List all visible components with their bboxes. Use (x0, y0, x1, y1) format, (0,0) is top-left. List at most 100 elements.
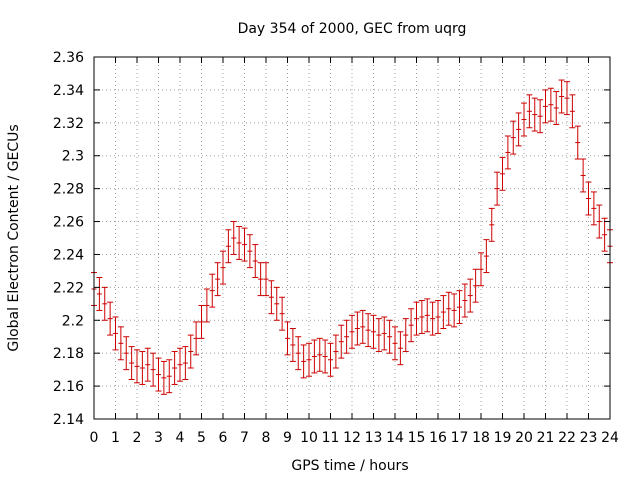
data-point (327, 342, 334, 377)
x-tick-label: 10 (300, 430, 318, 446)
x-tick-label: 9 (283, 430, 292, 446)
data-point (101, 286, 108, 321)
x-tick-label: 8 (262, 430, 271, 446)
y-tick-label: 2.14 (53, 412, 84, 428)
y-tick-label: 2.16 (53, 379, 84, 395)
data-point (467, 278, 474, 313)
x-tick-label: 0 (90, 430, 99, 446)
data-point (349, 314, 355, 349)
data-point (510, 120, 517, 155)
data-point (289, 328, 296, 362)
data-point (155, 357, 162, 392)
data-point (134, 349, 140, 384)
data-point (257, 262, 264, 297)
data-point (117, 326, 124, 361)
x-tick-label: 17 (451, 430, 469, 446)
data-point (144, 347, 151, 382)
data-point (203, 288, 210, 323)
data-point (214, 262, 221, 297)
data-point (504, 135, 511, 170)
data-point (472, 268, 479, 303)
data-point (537, 99, 544, 134)
y-tick-label: 2.18 (53, 346, 84, 362)
x-tick-label: 13 (365, 430, 383, 446)
data-point (521, 102, 527, 137)
data-point (193, 321, 200, 356)
data-point (187, 334, 194, 369)
x-tick-label: 16 (429, 430, 447, 446)
data-point (456, 290, 463, 325)
data-point (306, 342, 312, 377)
data-point (542, 89, 549, 124)
data-point (370, 314, 377, 349)
data-point (499, 156, 506, 191)
data-point (451, 293, 458, 328)
x-tick-label: 4 (176, 430, 185, 446)
y-axis-label: Global Electron Content / GECUs (6, 124, 22, 351)
data-point (182, 346, 189, 381)
x-tick-label: 12 (343, 430, 361, 446)
data-point (166, 359, 173, 394)
grid (94, 57, 610, 419)
data-point (397, 331, 404, 366)
data-point (488, 207, 495, 242)
data-point (413, 301, 420, 336)
data-point (198, 304, 205, 339)
data-point (553, 91, 560, 125)
y-tick-label: 2.34 (53, 83, 84, 99)
x-axis-label: GPS time / hours (291, 458, 408, 474)
data-point (601, 217, 608, 252)
data-point (311, 339, 318, 374)
data-point (365, 313, 372, 348)
data-point (230, 221, 237, 255)
chart-title: Day 354 of 2000, GEC from uqrg (238, 21, 467, 37)
data-point (112, 316, 119, 351)
y-tick-label: 2.22 (53, 280, 84, 296)
x-tick-label: 18 (472, 430, 490, 446)
data-point (279, 296, 286, 331)
data-point (386, 319, 393, 354)
data-point (139, 351, 146, 385)
data-point (220, 250, 226, 285)
data-point (150, 352, 157, 387)
data-point (225, 229, 232, 264)
x-tick-label: 5 (197, 430, 206, 446)
x-tick-label: 14 (386, 430, 404, 446)
x-tick-label: 6 (219, 430, 228, 446)
data-point (236, 225, 243, 260)
x-tick-label: 15 (408, 430, 426, 446)
data-point (590, 191, 597, 226)
data-point (418, 300, 425, 334)
x-tick-label: 23 (580, 430, 598, 446)
data-point (375, 318, 382, 353)
data-point (343, 319, 350, 354)
data-point (392, 326, 398, 361)
data-point (128, 346, 135, 381)
data-point (596, 204, 603, 239)
data-point (558, 79, 565, 114)
data-point (295, 336, 302, 371)
data-point (483, 239, 490, 274)
x-tick-label: 1 (111, 430, 120, 446)
data-point (241, 227, 248, 262)
y-tick-label: 2.36 (53, 50, 84, 66)
x-tick-label: 2 (133, 430, 142, 446)
data-point (580, 158, 587, 193)
y-tick-label: 2.32 (53, 116, 84, 132)
x-tick-label: 3 (154, 430, 163, 446)
data-point (381, 316, 388, 351)
data-point (332, 334, 339, 369)
tick-labels: 0 1 2 3 4 5 6 7 8 9 10 11 12 13 14 15 16 17 18 19 20 21 22 23 24… (53, 50, 619, 446)
data-point (445, 291, 452, 326)
data-point (569, 94, 576, 129)
data-point (123, 336, 130, 371)
data-point (515, 112, 522, 147)
data-point (96, 276, 103, 311)
data-point (574, 125, 581, 160)
data-point (354, 311, 361, 346)
data-point (547, 87, 554, 122)
x-tick-label: 20 (515, 430, 533, 446)
data-point (300, 344, 307, 379)
data-point (246, 234, 253, 269)
